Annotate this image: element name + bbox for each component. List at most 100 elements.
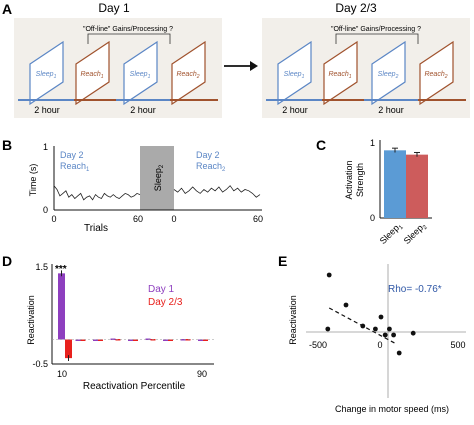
c-ytick-top: 1 xyxy=(370,138,375,148)
day23-offline-bracket xyxy=(335,33,419,44)
b-xtick-1: 60 xyxy=(133,214,143,224)
day1-hour-1: 2 hour xyxy=(34,105,60,115)
e-point-9 xyxy=(410,330,416,336)
sleep-shading xyxy=(140,146,174,210)
e-point-7 xyxy=(387,326,392,332)
day23-sleep2-label: Sleep2 xyxy=(378,71,399,80)
day23-reach1-card xyxy=(323,40,358,106)
b-xtick-2: 0 xyxy=(171,214,176,224)
c-ytick-bottom: 0 xyxy=(370,213,375,223)
b-right-text-2: Reach2 xyxy=(196,161,226,173)
e-rho: Rho= -0.76* xyxy=(388,284,442,295)
e-ylabel: Reactivation xyxy=(288,295,298,345)
day23-sleep2-card xyxy=(371,40,406,106)
d-bar-day23-90 xyxy=(203,339,208,341)
day23-block: Day 2/3 "Off-line" Gains/Processing ? Sl… xyxy=(262,1,470,118)
c-ylabel-1: Activation xyxy=(344,160,354,199)
panel-b-letter: B xyxy=(2,137,12,153)
panel-c-letter: C xyxy=(316,137,326,153)
day1-block: Day 1 "Off-line" Gains/Processing ? Slee… xyxy=(14,1,222,118)
e-point-2 xyxy=(325,326,331,332)
d-bar-day1-10 xyxy=(58,273,65,340)
day23-hour-1: 2 hour xyxy=(282,105,308,115)
d-bar-day23-70 xyxy=(168,339,173,341)
day1-sleep-label: Sleep1 xyxy=(36,71,57,80)
b-right-text-1: Day 2 xyxy=(196,150,220,160)
panel-c: C Activation Strength 1 0 Sleep1 Sleep2 xyxy=(316,137,432,248)
b-left-text-2: Reach1 xyxy=(60,161,90,173)
d-bar-day1-30 xyxy=(93,339,98,341)
b-xlabel: Trials xyxy=(84,223,108,234)
day23-reach2-card xyxy=(419,40,454,106)
day23-title: Day 2/3 xyxy=(335,1,377,15)
e-point-3 xyxy=(343,302,349,308)
b-ytick-top: 1 xyxy=(43,142,48,152)
c-cat-1-label: Sleep1 xyxy=(378,220,406,248)
d-bar-day1-50 xyxy=(128,339,133,341)
e-xtick-left: -500 xyxy=(309,340,327,350)
d-ytick-top: 1.5 xyxy=(35,262,48,272)
d-bar-day1-70 xyxy=(163,339,168,341)
day1-offline-label: "Off-line" Gains/Processing ? xyxy=(83,26,173,33)
sleep2-label: Sleep2 xyxy=(153,164,165,191)
day23-hour-2: 2 hour xyxy=(378,105,404,115)
d-bar-day23-30 xyxy=(98,339,103,341)
day23-sleep1-label: Sleep1 xyxy=(284,71,305,80)
day1-reach1-card xyxy=(75,40,110,106)
d-bar-day1-90 xyxy=(198,339,203,341)
panel-a-letter: A xyxy=(2,1,12,17)
d-bar-day1-20 xyxy=(75,339,81,341)
d-bar-day23-20 xyxy=(80,339,86,341)
e-xlabel: Change in motor speed (ms) xyxy=(335,404,449,414)
e-point-8 xyxy=(391,332,396,338)
panel-b: B Sleep2 1 0 Time (s) 0 60 0 60 Trials D… xyxy=(2,137,263,234)
b-trace-2 xyxy=(173,185,261,198)
day1-sleep-card xyxy=(29,40,64,106)
e-point-5 xyxy=(373,326,378,332)
day1-reach2-card xyxy=(171,40,206,106)
b-xtick-3: 60 xyxy=(253,214,263,224)
panel-d-letter: D xyxy=(2,253,12,269)
day1-hour-2: 2 hour xyxy=(130,105,156,115)
e-xtick-right: 500 xyxy=(450,340,465,350)
panel-e: E Reactivation Change in motor speed (ms… xyxy=(278,253,466,414)
b-trace-1 xyxy=(53,185,141,201)
day1-reach2-label: Reach2 xyxy=(176,71,199,80)
c-bars xyxy=(384,147,428,218)
e-point-10 xyxy=(396,350,402,356)
e-point-11 xyxy=(382,332,388,338)
d-xtick-left: 10 xyxy=(57,369,67,379)
arrow-head xyxy=(250,61,258,71)
d-ylabel: Reactivation xyxy=(26,295,36,345)
panel-a: A Day 1 "Off-line" Gains/Processing ? Sl… xyxy=(2,1,470,118)
panel-d: D 1.5 -0.5 Reactivation 10 90 Reactivati… xyxy=(2,253,214,392)
e-plot xyxy=(306,264,466,398)
d-xlabel: Reactivation Percentile xyxy=(83,381,186,392)
day1-offline-bracket xyxy=(87,33,171,44)
d-stars: *** xyxy=(55,264,67,275)
e-trendline xyxy=(328,307,397,345)
e-point-6 xyxy=(378,314,384,320)
d-ytick-bottom: -0.5 xyxy=(32,359,48,369)
day1-reach1-label: Reach1 xyxy=(80,71,103,80)
d-bar-day23-10 xyxy=(65,339,72,359)
day23-offline-label: "Off-line" Gains/Processing ? xyxy=(331,26,421,33)
d-bar-day23-50 xyxy=(133,339,138,341)
c-bar-1 xyxy=(384,150,406,218)
day1-title: Day 1 xyxy=(98,1,130,15)
b-ytick-bottom: 0 xyxy=(43,205,48,215)
b-series-lines xyxy=(53,185,261,201)
b-ylabel: Time (s) xyxy=(28,164,38,197)
d-xtick-right: 90 xyxy=(197,369,207,379)
e-xtick-mid: 0 xyxy=(377,340,382,350)
d-legend-day1: Day 1 xyxy=(148,284,175,295)
e-point-1 xyxy=(326,272,332,278)
b-xtick-0: 0 xyxy=(51,214,56,224)
day23-reach1-label: Reach1 xyxy=(328,71,351,80)
c-bar-2 xyxy=(406,154,428,218)
b-left-text-1: Day 2 xyxy=(60,150,84,160)
day23-sleep1-card xyxy=(277,40,312,106)
day23-reach2-label: Reach2 xyxy=(424,71,447,80)
c-cat-2-label: Sleep2 xyxy=(402,220,430,248)
